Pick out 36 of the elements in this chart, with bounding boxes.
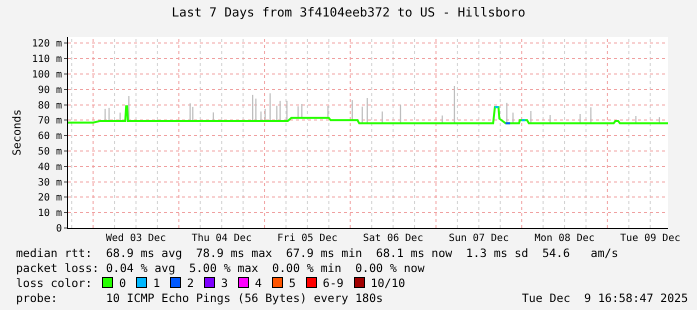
legend-label: 10/10 xyxy=(370,276,406,290)
y-tick-label: 60 m xyxy=(38,131,62,142)
x-tick-label: Tue 09 Dec xyxy=(620,233,680,244)
chart-title: Last 7 Days from 3f4104eeb372 to US - Hillsboro xyxy=(172,4,526,20)
x-tick-label: Thu 04 Dec xyxy=(192,233,252,244)
text: packet loss: 0.04 % avg 5.00 % max 0.00 % min 0.00 % now xyxy=(16,261,424,275)
x-tick-label: Fri 05 Dec xyxy=(277,233,338,244)
legend-label: 1 xyxy=(153,276,160,290)
legend-label: 6-9 xyxy=(322,276,344,290)
y-tick-label: 0 xyxy=(56,224,62,234)
legend-label: 4 xyxy=(254,276,262,290)
y-tick-label: 120 m xyxy=(32,38,62,50)
x-tick-label: Wed 03 Dec xyxy=(106,233,166,244)
line-series xyxy=(68,105,668,124)
y-tick-label: 10 m xyxy=(38,208,62,220)
legend-label: 5 xyxy=(288,276,296,290)
y-tick-label: 70 m xyxy=(38,116,62,127)
text: median rtt: 68.9 ms avg 78.9 ms max 67.9 ms min 68.1 ms now 1.3 ms sd 54.6 am/s xyxy=(16,246,618,260)
y-axis-title: Seconds xyxy=(10,109,24,156)
y-tick-label: 80 m xyxy=(38,100,62,112)
legend-label: 3 xyxy=(220,276,228,290)
y-tick-label: 50 m xyxy=(38,146,62,158)
x-tick-label: Sun 07 Dec xyxy=(448,233,509,244)
y-tick-label: 20 m xyxy=(38,192,62,204)
x-tick-label: Sat 06 Dec xyxy=(363,233,424,244)
y-tick-label: 100 m xyxy=(32,69,62,80)
text: probe: 10 ICMP Echo Pings (56 Bytes) every 180s xyxy=(16,291,383,305)
legend-label: 0 xyxy=(119,276,126,290)
y-tick-label: 40 m xyxy=(38,162,62,173)
y-tick-label: 30 m xyxy=(38,177,62,188)
text: loss color: xyxy=(16,276,92,290)
y-tick-label: 110 m xyxy=(32,54,62,66)
y-tick-label: 90 m xyxy=(38,84,62,96)
legend-label: 2 xyxy=(187,276,194,290)
text: Tue Dec 9 16:58:47 2025 xyxy=(522,291,688,306)
x-tick-label: Mon 08 Dec xyxy=(534,233,595,244)
